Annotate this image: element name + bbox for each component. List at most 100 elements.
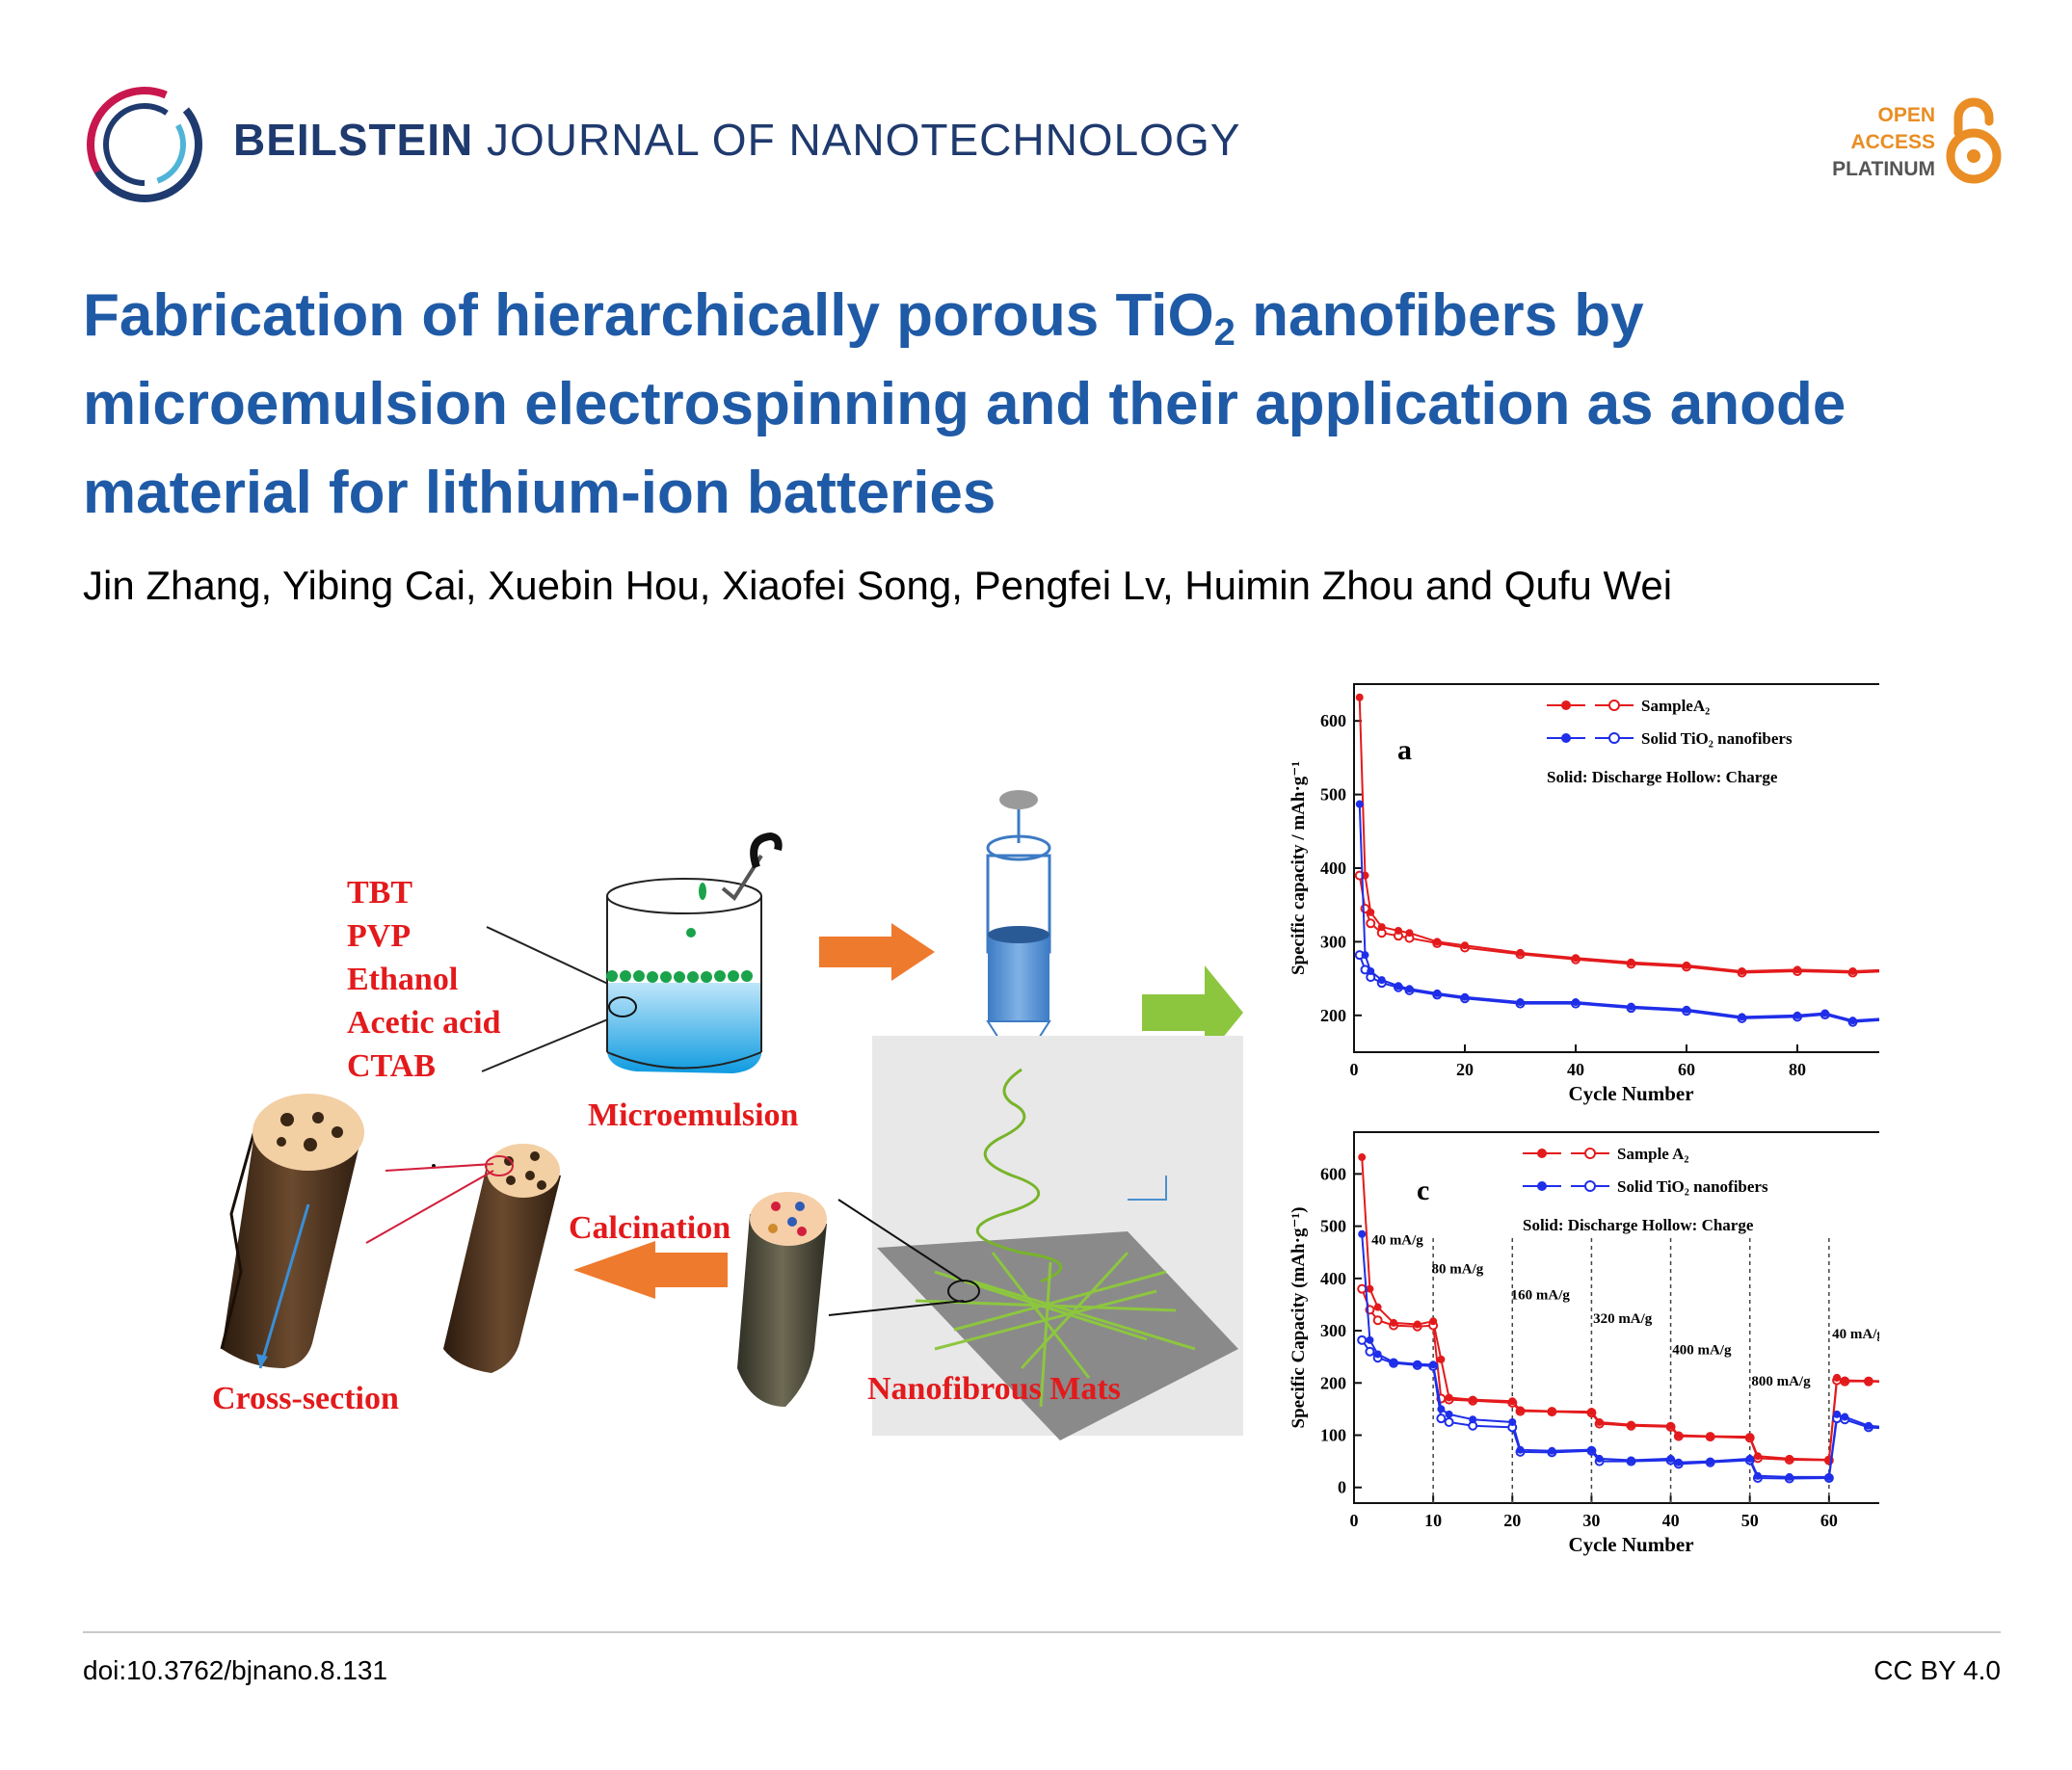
x-tick-label: 30 <box>1582 1511 1600 1530</box>
charge-point <box>1365 1346 1375 1357</box>
arrow-calcination <box>573 1241 728 1299</box>
discharge-point <box>1516 1406 1525 1414</box>
discharge-point <box>1548 1407 1556 1415</box>
y-tick-label: 500 <box>1320 1217 1346 1236</box>
discharge-point <box>1548 1446 1556 1455</box>
y-axis-label: Specific capacity / mAh·g⁻¹ <box>1288 761 1309 975</box>
y-tick-label: 600 <box>1320 711 1346 730</box>
discharge-point <box>1433 989 1442 997</box>
rate-label: 320 mA/g <box>1593 1311 1653 1327</box>
collector-illustration <box>828 1036 1243 1440</box>
discharge-point <box>1595 1417 1604 1426</box>
charge-point <box>1357 1283 1368 1294</box>
graphical-abstract: TBT PVP Ethanol Acetic acid CTAB Microem… <box>212 683 1879 1556</box>
discharge-point <box>1627 1420 1635 1429</box>
discharge-point <box>1358 1229 1367 1238</box>
microemulsion-label: Microemulsion <box>588 1097 799 1133</box>
article-title: Fabrication of hierarchically porous TiO… <box>83 272 1972 538</box>
legend-marker-solid <box>1561 700 1571 710</box>
discharge-point <box>1572 998 1580 1007</box>
series-charge-line <box>1358 875 1879 974</box>
discharge-point <box>1824 1472 1833 1481</box>
open-access-lock-icon <box>1946 97 2002 184</box>
discharge-point <box>1706 1457 1714 1466</box>
charge-point <box>1357 1334 1368 1345</box>
discharge-point <box>1373 1303 1382 1311</box>
legend-marker-solid <box>1561 733 1571 743</box>
discharge-point <box>1390 1318 1398 1327</box>
discharge-point <box>1785 1472 1793 1481</box>
discharge-point <box>1461 941 1469 950</box>
discharge-point <box>1445 1410 1453 1418</box>
discharge-point <box>1864 1377 1873 1386</box>
discharge-point <box>1433 938 1442 946</box>
arrow-to-syringe <box>819 923 935 981</box>
discharge-point <box>1572 954 1580 963</box>
pointer-line-1 <box>486 926 627 993</box>
ingredient-tbt: TBT <box>347 875 412 911</box>
legend-entry: Sample A₂ <box>1617 1145 1689 1163</box>
zoom-line-2 <box>365 1170 494 1244</box>
discharge-point <box>1405 929 1414 938</box>
x-tick-label: 50 <box>1741 1511 1759 1530</box>
discharge-point <box>1516 948 1525 957</box>
x-tick-label: 80 <box>1789 1060 1806 1079</box>
x-axis-label: Cycle Number <box>1568 1533 1693 1556</box>
license-label: CC BY 4.0 <box>1873 1655 2001 1685</box>
discharge-point <box>1753 1452 1762 1461</box>
y-tick-label: 500 <box>1320 785 1346 805</box>
legend-marker-solid <box>1537 1181 1547 1191</box>
discharge-point <box>1793 965 1801 974</box>
x-tick-label: 20 <box>1503 1511 1521 1530</box>
open-access-line-3: PLATINUM <box>1832 158 1935 180</box>
discharge-point <box>1587 1445 1596 1454</box>
charge-point <box>1372 1315 1383 1326</box>
discharge-point <box>1683 961 1690 969</box>
discharge-point <box>1367 908 1375 916</box>
title-subscript: 2 <box>1213 311 1235 354</box>
series-discharge-line <box>1358 804 1879 1022</box>
discharge-point <box>1367 966 1375 975</box>
discharge-point <box>1674 1431 1683 1440</box>
discharge-point <box>1373 1350 1382 1359</box>
y-tick-label: 200 <box>1320 1373 1346 1392</box>
charge-point <box>1444 1416 1454 1427</box>
y-tick-label: 600 <box>1320 1164 1346 1183</box>
doi-link[interactable]: doi:10.3762/bjnano.8.131 <box>83 1655 388 1685</box>
discharge-point <box>1683 1005 1690 1014</box>
discharge-point <box>1848 966 1857 975</box>
discharge-point <box>1666 1421 1675 1430</box>
journal-name: BEILSTEIN JOURNAL OF NANOTECHNOLOGY <box>233 114 1240 166</box>
discharge-point <box>1366 1284 1374 1293</box>
discharge-point <box>1355 800 1364 808</box>
ingredient-acetic-acid: Acetic acid <box>347 1005 501 1041</box>
discharge-point <box>1390 1358 1398 1366</box>
x-tick-label: 0 <box>1350 1511 1359 1530</box>
rate-label: 160 mA/g <box>1511 1288 1571 1304</box>
legend-entry: SampleA₂ <box>1641 697 1710 715</box>
rate-label: 40 mA/g <box>1371 1233 1423 1249</box>
panel-label: a <box>1397 734 1412 766</box>
y-tick-label: 100 <box>1320 1426 1346 1445</box>
y-tick-label: 400 <box>1320 859 1346 878</box>
x-tick-label: 60 <box>1678 1060 1695 1079</box>
discharge-point <box>1820 1009 1829 1017</box>
x-tick-label: 60 <box>1820 1511 1838 1530</box>
mats-label: Nanofibrous Mats <box>867 1371 1121 1407</box>
charge-point <box>1366 918 1376 929</box>
rate-label: 400 mA/g <box>1672 1342 1732 1358</box>
ingredient-ctab: CTAB <box>347 1048 436 1084</box>
discharge-point <box>1395 982 1402 991</box>
discharge-point <box>1833 1373 1842 1382</box>
y-axis-label: Specific Capacity (mAh·g⁻¹) <box>1288 1207 1309 1429</box>
author-list: Jin Zhang, Yibing Cai, Xuebin Hou, Xiaof… <box>83 563 1673 608</box>
journal-name-rest: JOURNAL OF NANOTECHNOLOGY <box>487 115 1241 165</box>
chart-c: 0102030405060700100200300400500600Cycle … <box>1288 1131 1879 1556</box>
legend-marker-hollow <box>1584 1148 1596 1159</box>
discharge-point <box>1841 1376 1849 1385</box>
discharge-point <box>1469 1395 1477 1404</box>
ingredient-ethanol: Ethanol <box>347 962 458 997</box>
discharge-point <box>1595 1454 1604 1463</box>
rate-label: 40 mA/g <box>1832 1327 1879 1342</box>
discharge-point <box>1437 1355 1446 1363</box>
